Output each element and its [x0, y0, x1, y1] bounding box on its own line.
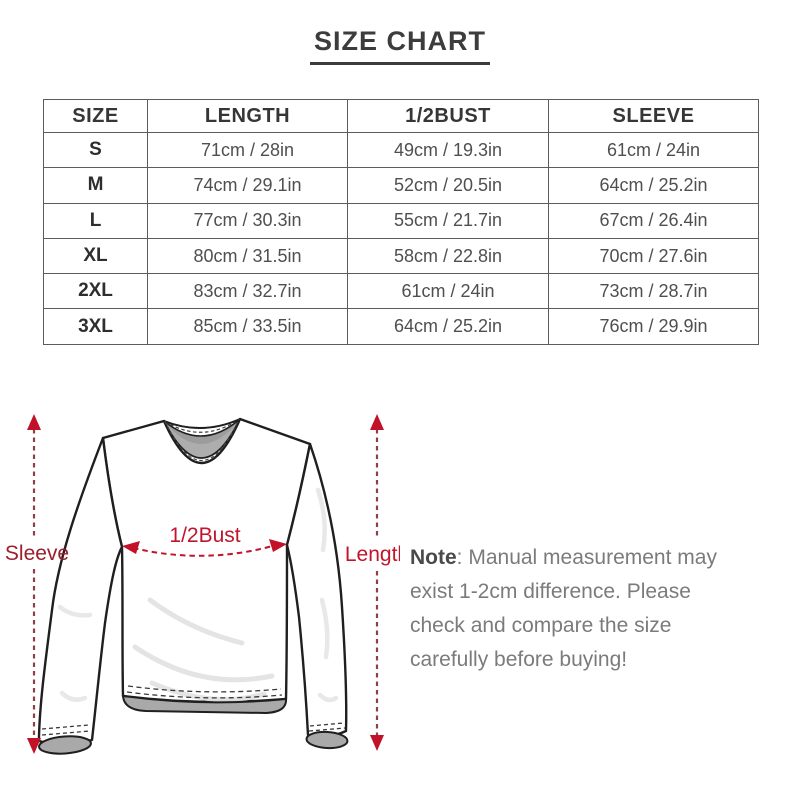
collar-back-stitching — [164, 418, 240, 433]
note-text: Note: Manual measurement may exist 1-2cm… — [410, 541, 742, 677]
table-cell-sleeve: 76cm / 29.9in — [548, 308, 759, 345]
table-cell-size: M — [43, 167, 148, 204]
note-body: : Manual measurement may exist 1-2cm dif… — [410, 546, 717, 671]
right-cuff — [305, 730, 349, 750]
table-cell-bust: 55cm / 21.7in — [347, 202, 549, 239]
size-table: SIZE LENGTH 1/2BUST SLEEVE S 71cm / 28in… — [43, 99, 759, 345]
table-cell-sleeve: 61cm / 24in — [548, 131, 759, 169]
header-bust: 1/2BUST — [347, 99, 549, 133]
table-cell-sleeve: 67cm / 26.4in — [548, 202, 759, 239]
table-cell-length: 85cm / 33.5in — [147, 308, 348, 345]
table-cell-bust: 64cm / 25.2in — [347, 308, 549, 345]
title-wrap: SIZE CHART — [0, 26, 800, 65]
arrow-up-icon — [27, 414, 41, 430]
table-row: S 71cm / 28in 49cm / 19.3in 61cm / 24in — [43, 131, 759, 169]
table-cell-length: 74cm / 29.1in — [147, 167, 348, 204]
table-row: 3XL 85cm / 33.5in 64cm / 25.2in 76cm / 2… — [43, 308, 759, 345]
shirt-body — [101, 417, 312, 704]
collar-top-outline — [163, 418, 241, 430]
table-cell-bust: 52cm / 20.5in — [347, 167, 549, 204]
table-cell-bust: 61cm / 24in — [347, 273, 549, 310]
hem-band — [121, 694, 288, 715]
table-cell-bust: 49cm / 19.3in — [347, 131, 549, 169]
arrow-left-icon — [122, 541, 140, 554]
table-cell-size: S — [43, 131, 148, 169]
table-cell-size: 3XL — [43, 308, 148, 345]
sleeve-label: Sleeve — [5, 542, 69, 565]
table-cell-length: 80cm / 31.5in — [147, 237, 348, 275]
bust-label: 1/2Bust — [169, 524, 240, 547]
bust-arrow: 1/2Bust — [122, 524, 287, 557]
shirt-diagram: Sleeve Length 1/2Bust — [5, 414, 400, 755]
table-row: 2XL 83cm / 32.7in 61cm / 24in 73cm / 28.… — [43, 273, 759, 310]
left-cuff-stitching — [41, 724, 91, 736]
sleeve-arrow: Sleeve — [5, 414, 69, 754]
shirt-drawing — [37, 417, 349, 755]
table-cell-size: L — [43, 202, 148, 239]
table-cell-sleeve: 64cm / 25.2in — [548, 167, 759, 204]
left-cuff — [38, 735, 92, 755]
arrow-up-icon — [370, 414, 384, 430]
table-cell-sleeve: 70cm / 27.6in — [548, 237, 759, 275]
table-cell-length: 71cm / 28in — [147, 131, 348, 169]
length-label: Length — [345, 543, 400, 566]
sleeve-wrinkles — [57, 487, 339, 703]
arrow-down-icon — [370, 735, 384, 751]
table-row: M 74cm / 29.1in 52cm / 20.5in 64cm / 25.… — [43, 167, 759, 204]
header-length: LENGTH — [147, 99, 348, 133]
right-cuff-stitching — [308, 722, 346, 732]
table-cell-length: 77cm / 30.3in — [147, 202, 348, 239]
length-arrow: Length — [345, 414, 400, 751]
page-title: SIZE CHART — [310, 26, 490, 65]
collar-inner-shadow — [164, 419, 240, 445]
table-header-row: SIZE LENGTH 1/2BUST SLEEVE — [43, 99, 759, 133]
table-cell-bust: 58cm / 22.8in — [347, 237, 549, 275]
table-row: XL 80cm / 31.5in 58cm / 22.8in 70cm / 27… — [43, 237, 759, 275]
header-sleeve: SLEEVE — [548, 99, 759, 133]
arrow-down-icon — [27, 738, 41, 754]
header-size: SIZE — [43, 99, 148, 133]
table-cell-size: 2XL — [43, 273, 148, 310]
table-cell-size: XL — [43, 237, 148, 275]
note-label: Note — [410, 546, 457, 569]
collar-front-stitching — [164, 418, 240, 462]
arrow-right-icon — [269, 539, 287, 552]
table-cell-length: 83cm / 32.7in — [147, 273, 348, 310]
hem-stitching — [126, 685, 283, 699]
table-cell-sleeve: 73cm / 28.7in — [548, 273, 759, 310]
table-row: L 77cm / 30.3in 55cm / 21.7in 67cm / 26.… — [43, 202, 759, 239]
